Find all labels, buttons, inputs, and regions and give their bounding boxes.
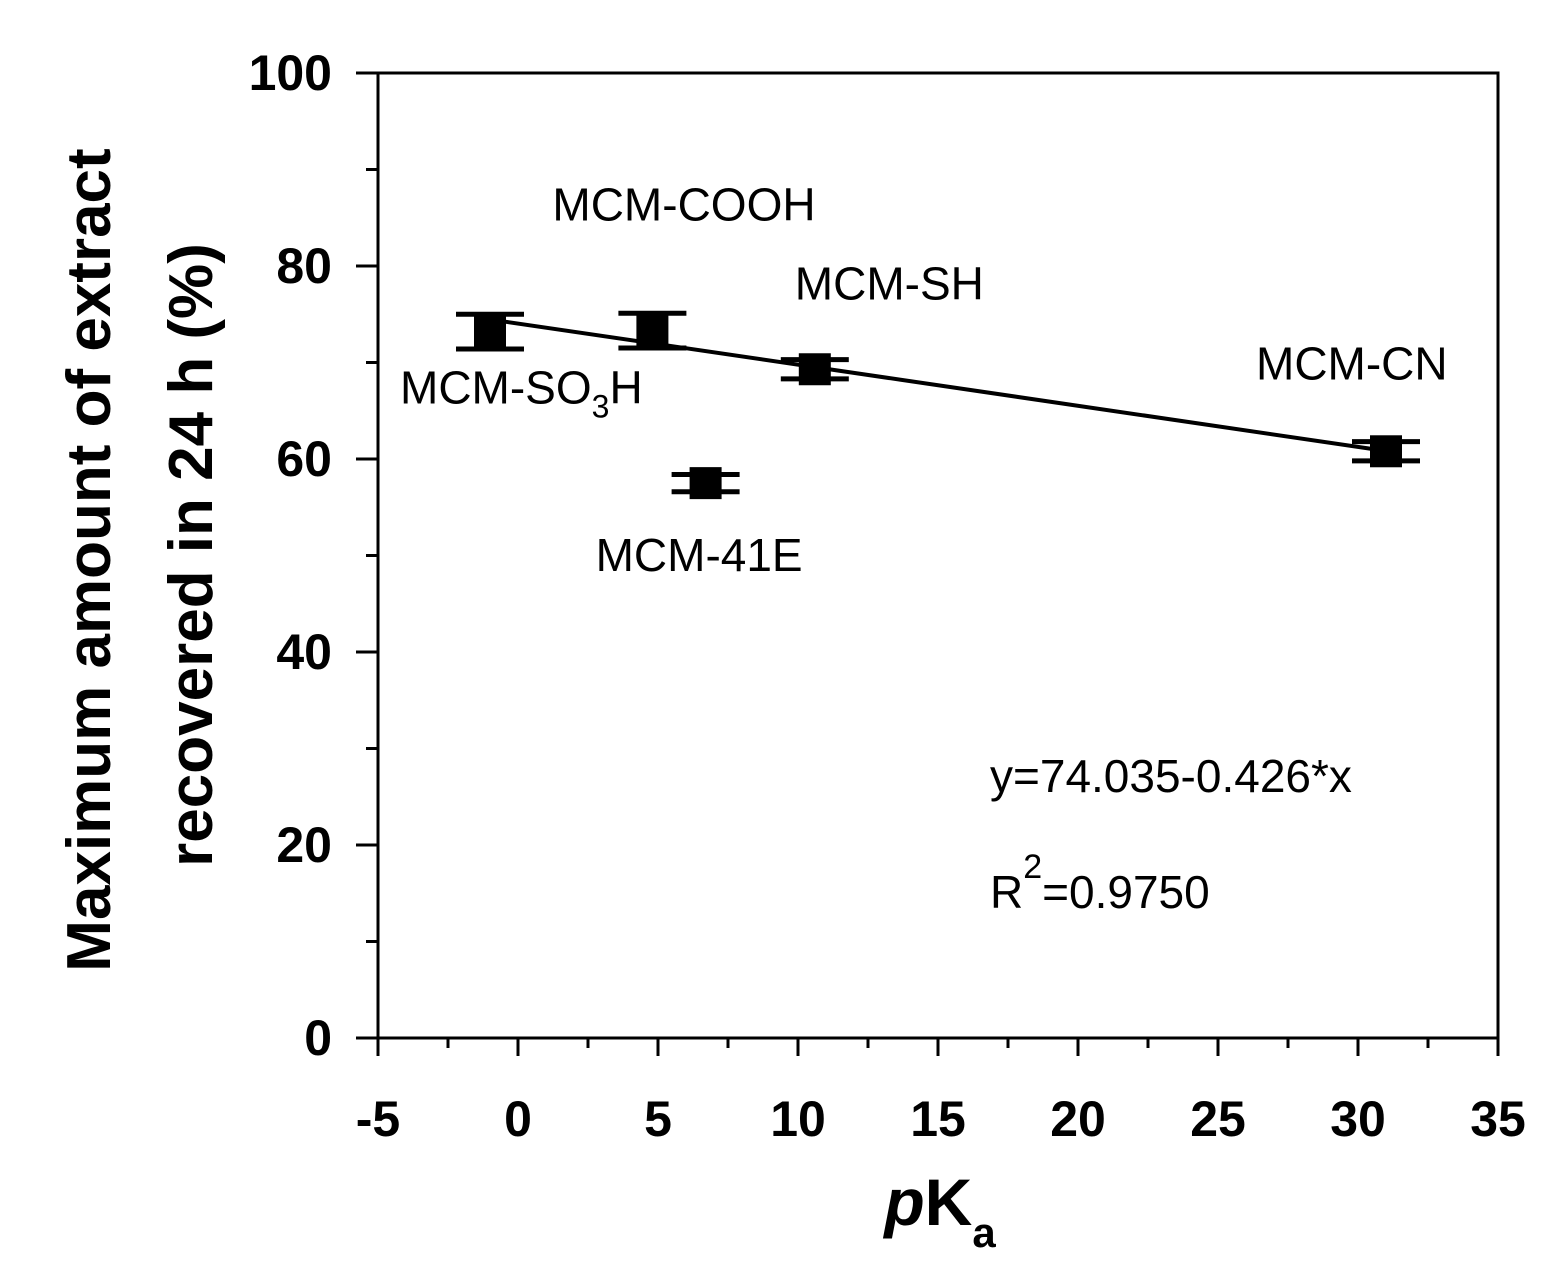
point-label: MCM-SH — [795, 257, 984, 309]
x-tick-label: 35 — [1470, 1091, 1526, 1147]
fit-r-squared-prefix: R — [990, 866, 1023, 918]
point-label-main: MCM-41E — [596, 529, 803, 581]
y-tick-label: 80 — [276, 238, 332, 294]
point-label: MCM-SO3H — [400, 362, 643, 425]
point-labels: MCM-SO3H MCM-COOH MCM-SH MCM-41E MCM-CN — [400, 179, 1448, 581]
x-tick-label: 20 — [1050, 1091, 1106, 1147]
data-point-marker — [474, 315, 506, 348]
point-label-subscript: 3 — [592, 389, 610, 425]
x-tick-label: 25 — [1190, 1091, 1246, 1147]
y-axis-label-line2: recovered in 24 h (%) — [157, 243, 226, 867]
tick-labels: -5 0 5 10 15 20 25 30 35 0 20 40 60 80 100 — [249, 45, 1526, 1147]
fit-equation: y=74.035-0.426*x — [990, 750, 1352, 802]
point-label-suffix: H — [609, 362, 642, 414]
data-point-marker — [798, 353, 831, 386]
x-axis-label: pKa — [882, 1165, 996, 1256]
fit-r-squared: R2=0.9750 — [990, 848, 1210, 918]
axis-ticks — [356, 71, 1500, 1056]
x-tick-label: 10 — [770, 1091, 826, 1147]
data-points — [456, 310, 1420, 500]
fit-r-squared-superscript: 2 — [1023, 848, 1042, 886]
y-tick-label: 60 — [276, 431, 332, 487]
x-axis-label-main: K — [925, 1165, 973, 1239]
y-tick-label: 100 — [249, 45, 332, 101]
x-tick-label: 30 — [1330, 1091, 1386, 1147]
y-axis-label-line1: Maximum amount of extract — [55, 148, 124, 971]
y-tick-label: 0 — [304, 1010, 332, 1066]
x-tick-label: 5 — [644, 1091, 672, 1147]
point-label: MCM-COOH — [552, 179, 815, 231]
point-label-main: MCM-CN — [1256, 337, 1448, 389]
point-label: MCM-CN — [1256, 337, 1448, 389]
x-tick-label: 0 — [504, 1091, 532, 1147]
data-point-marker — [1370, 435, 1402, 468]
x-axis-label-subscript: a — [972, 1209, 996, 1256]
point-label-main: MCM-SO — [400, 362, 592, 414]
x-tick-label: -5 — [356, 1091, 400, 1147]
x-axis-label-italic: p — [882, 1165, 924, 1239]
y-tick-label: 20 — [276, 817, 332, 873]
y-tick-label: 40 — [276, 624, 332, 680]
data-point-marker — [689, 467, 722, 500]
plot-frame — [376, 71, 1500, 1040]
data-point-marker — [636, 314, 669, 347]
fit-r-squared-value: =0.9750 — [1042, 866, 1210, 918]
x-tick-label: 15 — [910, 1091, 966, 1147]
point-label-main: MCM-SH — [795, 257, 984, 309]
point-label: MCM-41E — [596, 529, 803, 581]
point-label-main: MCM-COOH — [552, 179, 815, 231]
